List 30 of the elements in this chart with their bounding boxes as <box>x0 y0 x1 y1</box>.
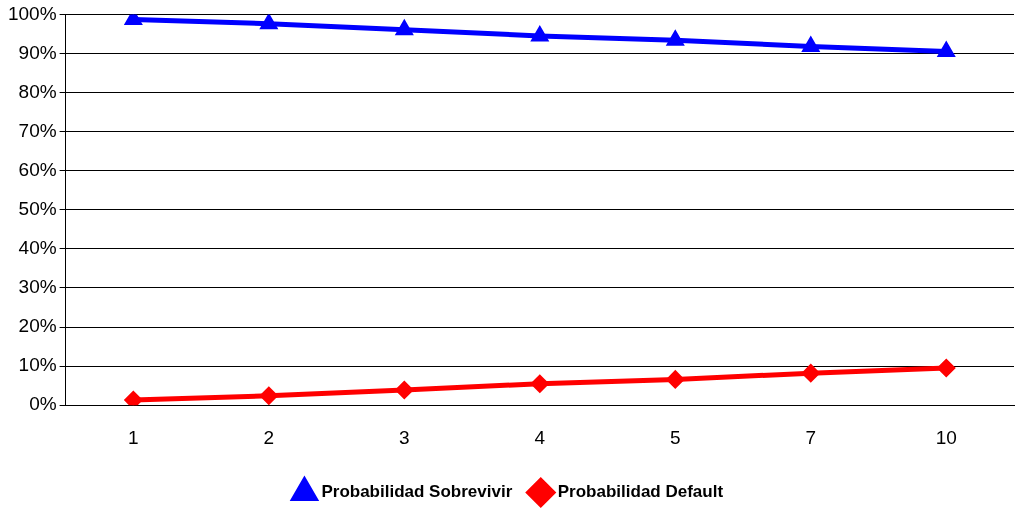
y-tick-label: 20% <box>18 315 57 337</box>
point <box>395 381 413 399</box>
y-tick-label: 50% <box>18 198 57 220</box>
point <box>665 29 685 46</box>
point <box>802 364 820 382</box>
y-tick-label: 60% <box>18 158 57 180</box>
y-tick-label: 0% <box>29 393 57 415</box>
x-tick-label: 2 <box>263 426 275 448</box>
x-tick-label: 4 <box>534 426 546 448</box>
y-tick-label: 10% <box>18 354 57 376</box>
point <box>531 375 549 393</box>
y-tick-label: 80% <box>18 80 57 102</box>
point <box>801 35 821 52</box>
x-tick-label: 3 <box>399 426 410 448</box>
legend-label: Probabilidad Default <box>557 482 724 502</box>
point <box>124 391 142 406</box>
x-tick-label: 7 <box>805 426 817 448</box>
point <box>666 370 684 388</box>
x-tick-label: 5 <box>669 426 681 448</box>
y-tick-label: 90% <box>18 41 57 63</box>
y-tick-label: 40% <box>18 237 57 259</box>
x-tick-label: 10 <box>935 426 957 448</box>
y-tick-label: 100% <box>7 2 57 24</box>
point <box>260 387 278 405</box>
point <box>937 359 955 377</box>
legend-label: Probabilidad Sobrevivir <box>321 482 513 502</box>
point <box>530 25 550 42</box>
y-tick-label: 30% <box>18 276 57 298</box>
y-tick-label: 70% <box>18 119 57 141</box>
x-tick-label: 1 <box>128 426 139 448</box>
